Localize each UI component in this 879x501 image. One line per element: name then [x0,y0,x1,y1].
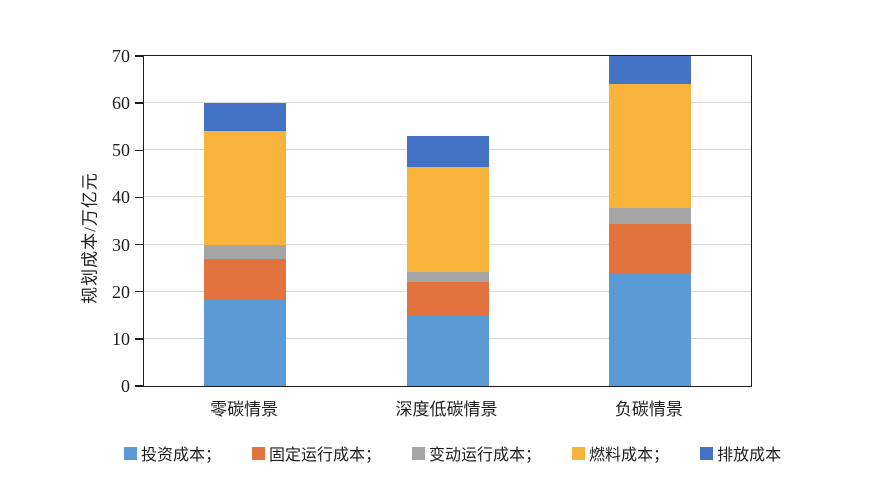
x-category-label-3: 负碳情景 [614,400,683,419]
legend-swatch-fixed-operating-cost [252,446,266,460]
plot-area: 0 10 20 30 40 50 60 70 [112,47,752,395]
bar-segment-emission-cost [608,56,691,85]
y-tick-label-40: 40 [112,187,130,208]
bar-segment-fixed-operating-cost [204,258,287,299]
y-tick-label-50: 50 [112,140,130,161]
gridline-y-60 [144,102,751,104]
legend: 投资成本； 固定运行成本； 变动运行成本； 燃料成本； 排放成本 [124,441,781,465]
bar-segment-investment-cost [406,316,489,386]
legend-label-variable-operating-cost: 变动运行成本； [429,447,542,464]
bar-segment-variable-operating-cost [204,244,287,259]
bar-segment-emission-cost [406,136,489,167]
y-tick-label-30: 30 [112,234,130,255]
legend-label-fixed-operating-cost: 固定运行成本； [269,447,382,464]
y-tick-mark-50 [135,149,143,151]
bar-segment-fuel-cost [204,131,287,245]
legend-label-fuel-cost: 燃料成本； [589,447,670,464]
bar-segment-emission-cost [204,103,287,132]
bar-segment-variable-operating-cost [608,207,691,225]
x-category-label-1: 零碳情景 [210,400,279,419]
legend-label-emission-cost: 排放成本 [717,447,782,464]
legend-item-fixed-operating-cost: 固定运行成本； [252,441,381,465]
y-tick-mark-40 [135,196,143,199]
y-tick-mark-60 [135,102,143,104]
y-tick-mark-10 [135,338,143,340]
y-tick-mark-70 [135,55,143,57]
legend-label-investment-cost: 投资成本； [141,447,222,464]
y-tick-label-10: 10 [112,328,130,349]
legend-item-emission-cost: 排放成本 [700,441,781,465]
y-tick-label-20: 20 [112,281,130,302]
bar-segment-fixed-operating-cost [608,224,691,273]
legend-swatch-variable-operating-cost [412,446,426,460]
x-axis-labels: 零碳情景 深度低碳情景 负碳情景 [143,395,750,421]
y-tick-mark-30 [135,243,143,246]
y-axis-title: 规划成本/万亿元 [80,172,100,304]
legend-swatch-investment-cost [124,446,137,460]
legend-swatch-fuel-cost [572,446,586,460]
y-tick-mark-20 [135,291,143,293]
legend-item-fuel-cost: 燃料成本； [572,441,669,465]
y-tick-label-70: 70 [112,46,130,66]
y-tick-label-0: 0 [121,376,130,396]
bar-零碳情景 [204,103,287,386]
legend-swatch-emission-cost [700,446,714,460]
x-category-label-2: 深度低碳情景 [395,400,498,419]
y-tick-label-60: 60 [112,93,130,114]
bar-深度低碳情景 [406,136,489,386]
bar-segment-investment-cost [204,298,287,386]
bar-segment-fuel-cost [406,166,489,272]
legend-item-variable-operating-cost: 变动运行成本； [412,441,541,465]
bar-负碳情景 [608,56,691,386]
y-tick-mark-0 [135,385,143,387]
bar-segment-fuel-cost [608,84,691,208]
bar-segment-fixed-operating-cost [406,282,489,317]
bar-segment-variable-operating-cost [406,271,489,283]
bar-segment-investment-cost [608,272,691,386]
legend-item-investment-cost: 投资成本； [124,441,221,465]
